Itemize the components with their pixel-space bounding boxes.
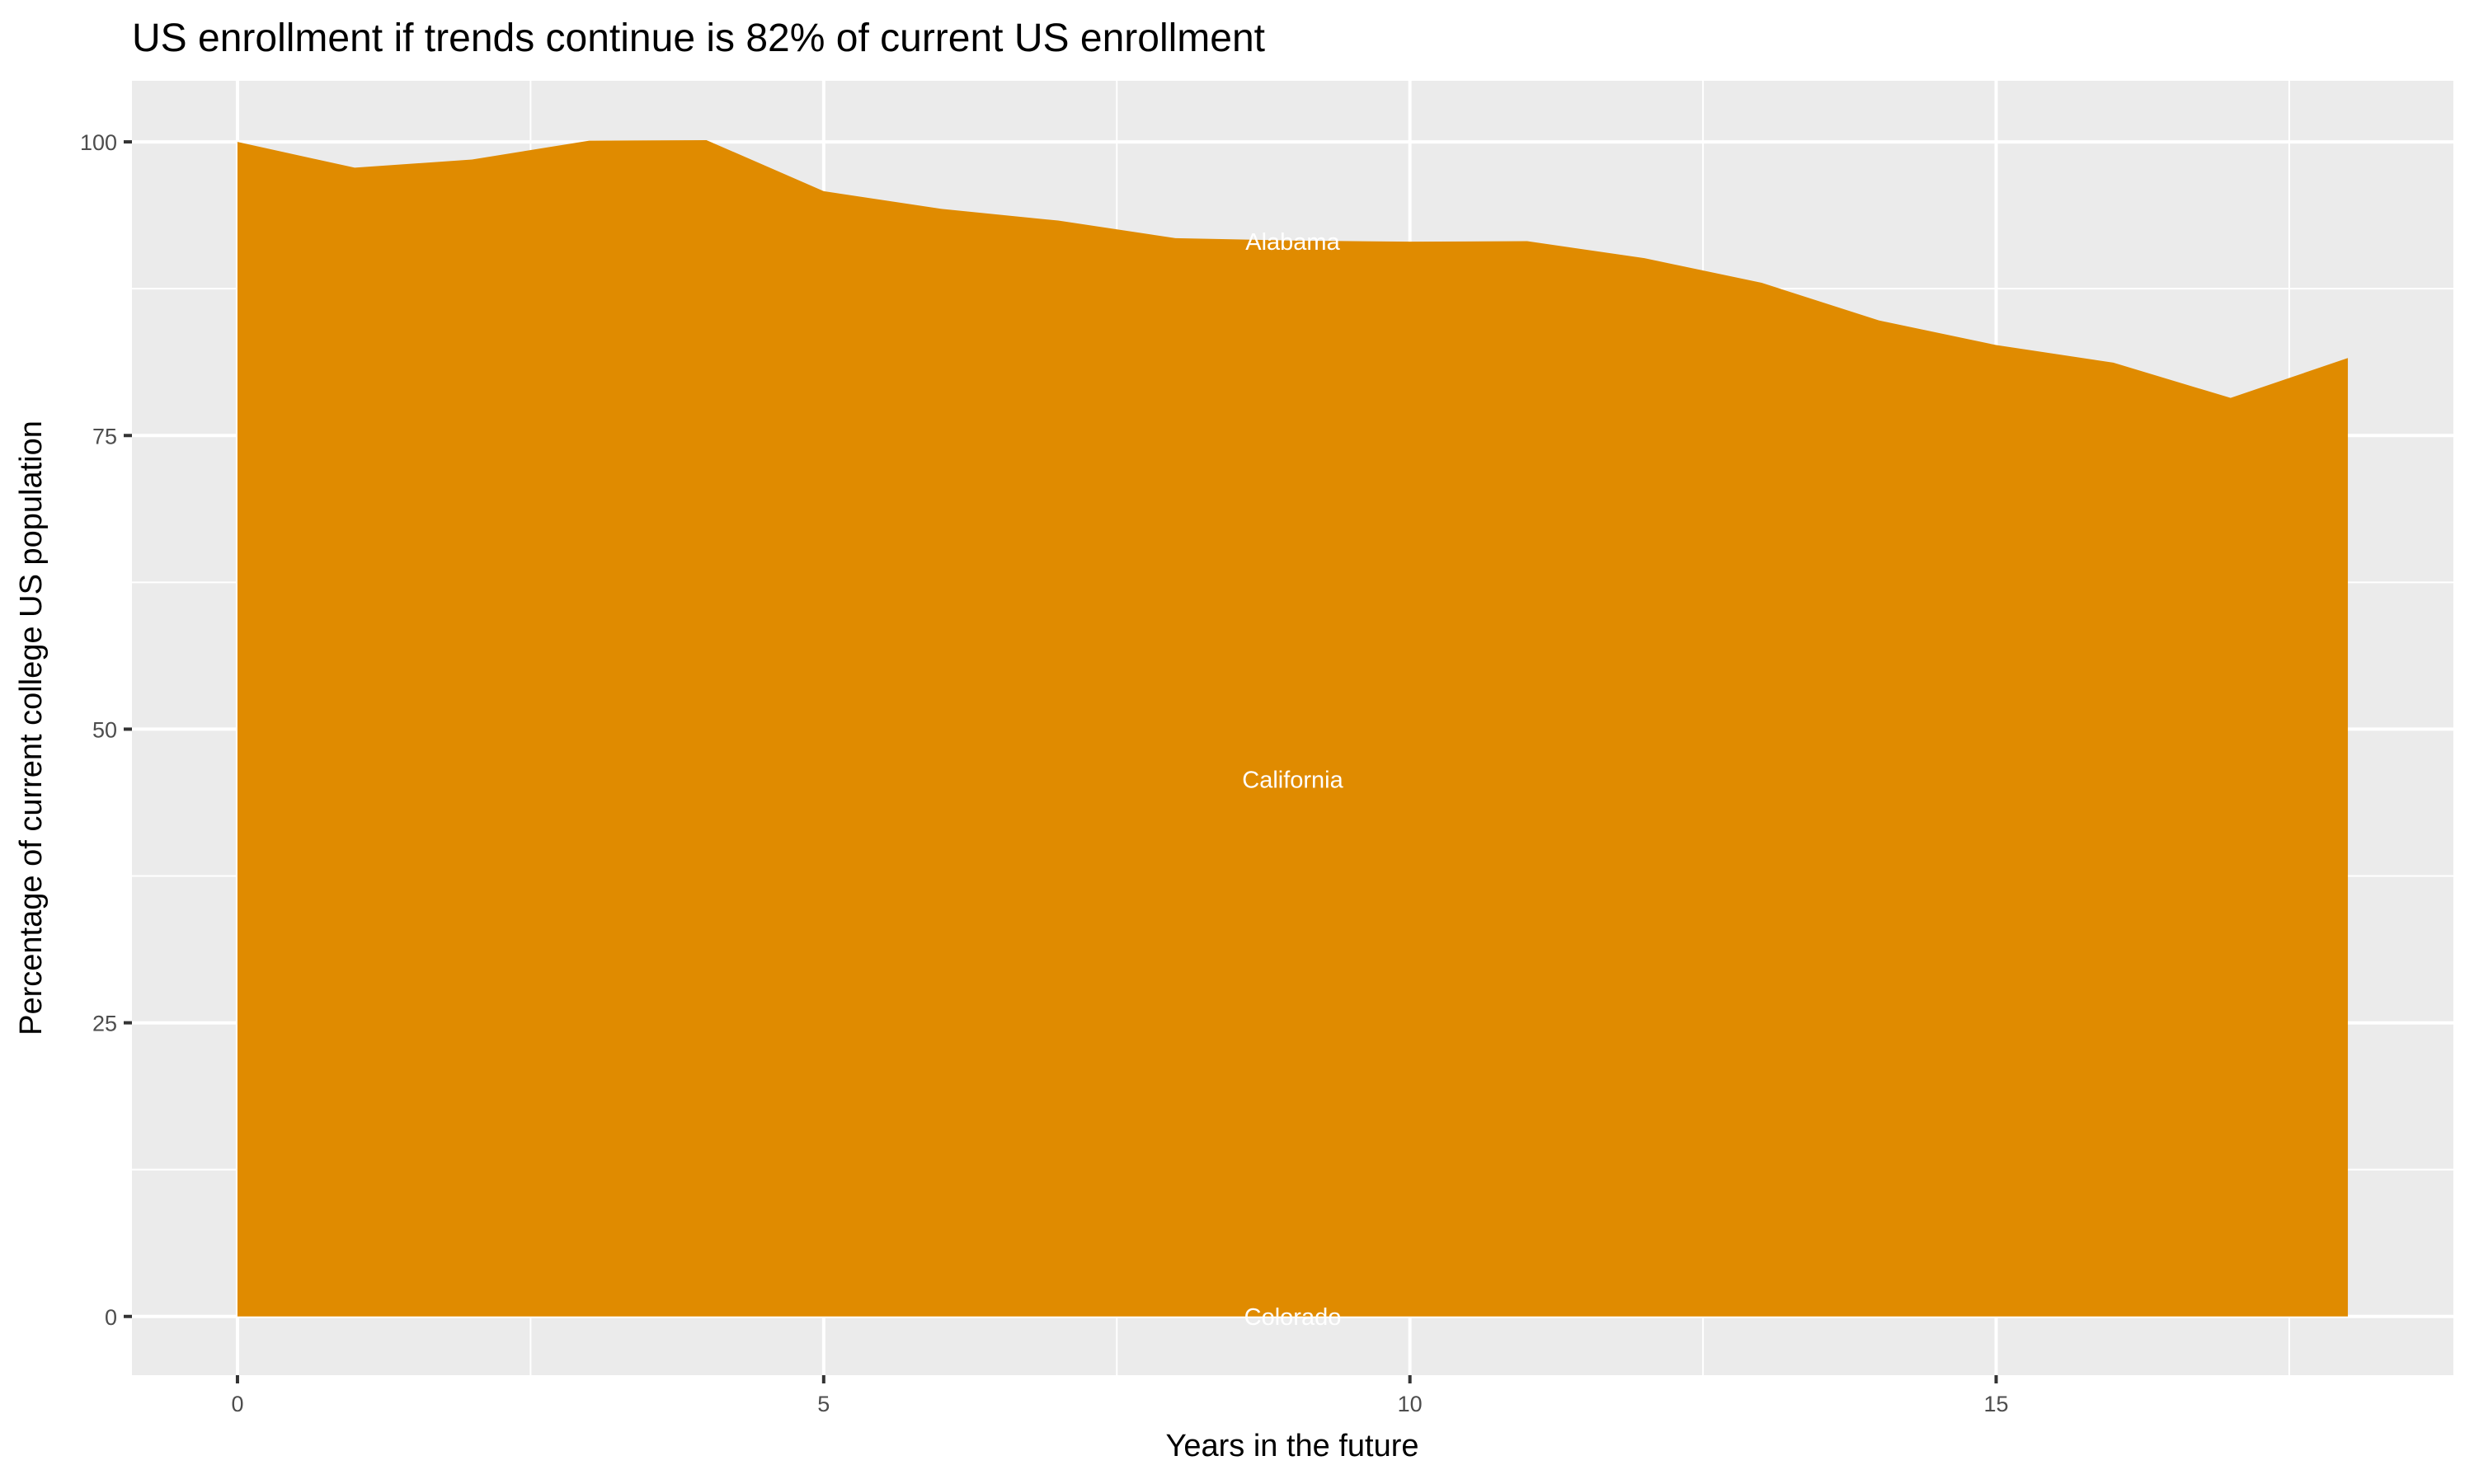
x-tick-label: 15: [1984, 1392, 2009, 1416]
x-axis-title: Years in the future: [1165, 1429, 1418, 1463]
annotation-label: Colorado: [1244, 1304, 1342, 1331]
y-tick-label: 100: [80, 130, 117, 155]
x-tick-label: 10: [1398, 1392, 1423, 1416]
y-axis-title: Percentage of current college US populat…: [14, 420, 49, 1036]
annotation-label: Alabama: [1245, 229, 1340, 256]
y-tick-label: 50: [92, 717, 117, 742]
annotation-label: California: [1242, 768, 1343, 794]
y-tick-label: 0: [105, 1305, 117, 1330]
y-tick-label: 75: [92, 424, 117, 448]
axes: 0 5 10 15 0 25 50 75 100: [80, 130, 2009, 1416]
x-tick-label: 0: [231, 1392, 243, 1416]
area-series: [237, 139, 2349, 1317]
y-tick-label: 25: [92, 1012, 117, 1036]
x-tick-label: 5: [817, 1392, 830, 1416]
annotations: Alabama California Colorado: [1242, 229, 1343, 1331]
chart-title: US enrollment if trends continue is 82% …: [132, 16, 1265, 60]
